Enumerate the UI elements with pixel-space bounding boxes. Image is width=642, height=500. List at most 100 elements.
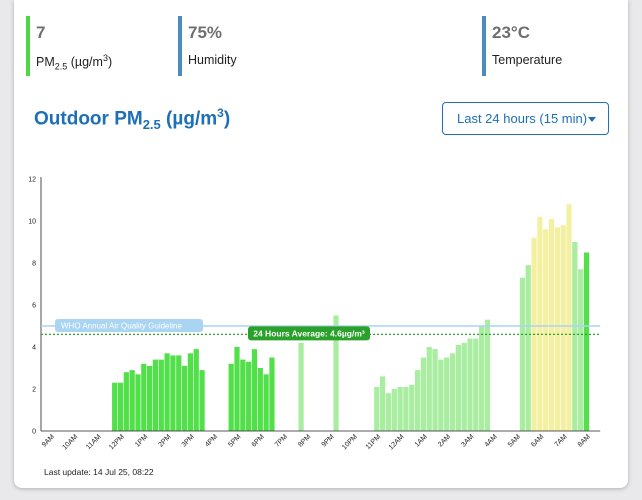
x-tick-label: 4AM — [484, 433, 499, 448]
data-bar — [449, 353, 456, 431]
x-tick-label: 10PM — [341, 433, 359, 451]
y-tick-label: 0 — [32, 429, 36, 436]
data-bar — [578, 269, 584, 431]
data-bar — [234, 347, 240, 431]
x-tick-label: 12AM — [388, 433, 406, 451]
data-bar — [548, 218, 555, 431]
data-bar — [455, 344, 461, 431]
time-range-label: Last 24 hours (15 min) — [457, 111, 588, 126]
data-bar — [141, 363, 147, 431]
data-bar — [263, 374, 269, 431]
x-tick-label: 7AM — [554, 433, 569, 448]
x-tick-label: 12PM — [108, 433, 126, 451]
x-axis: 9AM 10AM 11AM 12PM 1PM 2PM 3PM 4PM 5PM 6PM 7PM 8PM 9… — [41, 430, 601, 451]
stat-pm25-label: PM2.5 (µg/m3) — [36, 53, 113, 72]
data-bar — [484, 319, 491, 431]
reference-lines: WHO Annual Air Quality Guideline 24 Hours… — [41, 319, 601, 341]
who-guideline-label: WHO Annual Air Quality Guideline — [61, 322, 182, 331]
data-bar — [298, 342, 304, 431]
chart-title: Outdoor PM2.5 (µg/m3) — [34, 106, 231, 133]
average-label: 24 Hours Average: 4.6µg/m³ — [253, 328, 365, 338]
data-bar — [135, 374, 141, 431]
y-tick-label: 2 — [32, 387, 36, 394]
data-bar — [193, 349, 199, 431]
x-tick-label: 9PM — [321, 433, 336, 448]
stat-humidity: 75% Humidity — [178, 16, 378, 76]
data-bar — [257, 368, 263, 431]
data-bar — [269, 357, 275, 431]
data-bar — [385, 393, 392, 431]
data-bar — [409, 384, 415, 431]
stat-temperature-value: 23°C — [492, 23, 530, 42]
data-bar — [117, 382, 124, 431]
data-bar — [572, 242, 578, 431]
y-tick-label: 10 — [28, 219, 36, 226]
stat-temperature: 23°C Temperature — [482, 16, 622, 76]
last-update: Last update: 14 Jul 25, 08:22 — [44, 467, 154, 477]
data-bar — [403, 386, 409, 431]
data-bar — [461, 342, 467, 431]
who-guideline-badge — [55, 319, 203, 332]
data-bar — [158, 359, 164, 431]
x-tick-label: 8AM — [577, 433, 592, 448]
data-bar — [164, 353, 170, 431]
data-bar — [554, 227, 560, 431]
x-tick-label: 4PM — [204, 433, 219, 448]
x-tick-label: 1PM — [134, 433, 149, 448]
data-bar — [112, 382, 118, 431]
x-tick-label: 1AM — [414, 433, 429, 448]
x-tick-label: 2PM — [157, 433, 172, 448]
data-bar — [380, 376, 386, 431]
caret-down-icon — [588, 117, 596, 122]
pm25-bar-chart: 0 2 4 6 8 10 12 9AM 10AM 11AM 12PM 1PM 2PM 3PM 4PM 5PM… — [28, 177, 601, 451]
x-tick-label: 6PM — [251, 433, 266, 448]
average-badge — [248, 326, 370, 341]
x-tick-label: 5AM — [507, 433, 522, 448]
y-axis: 0 2 4 6 8 10 12 — [28, 177, 42, 436]
x-tick-label: 11PM — [365, 433, 383, 451]
y-tick-label: 6 — [32, 303, 36, 310]
time-range-dropdown[interactable]: Last 24 hours (15 min) — [442, 102, 609, 135]
x-tick-label: 3AM — [460, 433, 475, 448]
x-tick-label: 11AM — [85, 433, 103, 451]
data-bar — [467, 338, 473, 431]
data-bar — [181, 365, 188, 431]
y-tick-label: 4 — [32, 345, 36, 352]
data-bar — [473, 338, 479, 431]
data-bar — [566, 204, 572, 431]
data-bar — [537, 216, 543, 431]
data-bar — [432, 349, 438, 431]
data-bar — [246, 361, 252, 431]
stat-humidity-value: 75% — [188, 23, 223, 42]
data-bar — [123, 372, 129, 431]
data-bar — [444, 357, 450, 431]
data-bar — [187, 353, 194, 431]
data-bar — [420, 357, 427, 431]
x-tick-label: 10AM — [61, 433, 79, 451]
stat-pm25-value: 7 — [36, 23, 46, 42]
data-bar — [525, 265, 531, 431]
x-tick-label: 3PM — [181, 433, 196, 448]
x-tick-label: 6AM — [530, 433, 545, 448]
y-tick-label: 12 — [28, 177, 36, 184]
y-tick-label: 8 — [32, 261, 36, 268]
data-bar — [426, 347, 432, 431]
stat-temperature-bar — [482, 16, 486, 76]
data-bar — [129, 370, 135, 431]
data-bar — [176, 355, 182, 431]
data-bar — [228, 363, 234, 431]
data-bar — [560, 225, 566, 431]
data-bar — [519, 277, 526, 431]
stat-humidity-label: Humidity — [188, 53, 237, 67]
data-bar — [170, 355, 176, 431]
stat-pm25-bar — [26, 16, 30, 76]
data-bar — [199, 370, 205, 431]
data-bar — [397, 386, 403, 431]
data-bar — [438, 359, 444, 431]
data-bar — [414, 370, 421, 431]
data-bar — [543, 229, 549, 431]
data-bar — [147, 365, 153, 431]
x-tick-label: 5PM — [227, 433, 242, 448]
data-bar — [333, 315, 339, 431]
data-bar — [152, 359, 159, 431]
